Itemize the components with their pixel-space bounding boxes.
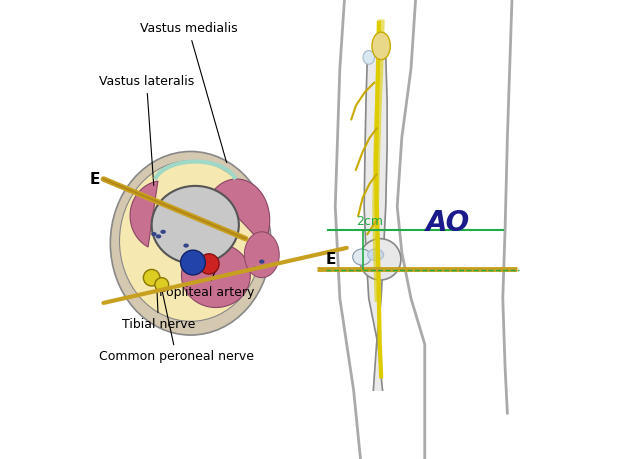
Text: E: E [90,172,100,187]
Ellipse shape [199,254,219,274]
Ellipse shape [120,161,262,321]
Text: E: E [326,252,337,267]
Text: Tibial nerve: Tibial nerve [122,276,195,331]
Ellipse shape [372,32,391,60]
Text: Popliteal artery: Popliteal artery [159,267,254,299]
Text: Vastus lateralis: Vastus lateralis [99,75,194,185]
Ellipse shape [353,249,371,265]
Ellipse shape [161,230,166,234]
Polygon shape [182,243,250,308]
Ellipse shape [143,269,160,286]
Ellipse shape [363,50,374,64]
Text: Vastus medialis: Vastus medialis [140,22,237,162]
Ellipse shape [155,278,169,291]
Polygon shape [244,232,279,278]
Ellipse shape [252,266,258,271]
Ellipse shape [368,249,384,261]
Text: AO: AO [425,208,470,237]
Ellipse shape [156,235,161,239]
Ellipse shape [152,186,239,264]
Text: 2cm: 2cm [356,215,383,228]
Text: Common peroneal nerve: Common peroneal nerve [99,292,254,364]
Polygon shape [213,179,270,245]
Ellipse shape [110,151,271,335]
Ellipse shape [184,244,189,248]
Ellipse shape [360,239,401,280]
Ellipse shape [259,260,265,263]
Polygon shape [130,181,158,247]
Polygon shape [364,55,387,390]
Ellipse shape [151,232,157,236]
Ellipse shape [180,250,205,275]
